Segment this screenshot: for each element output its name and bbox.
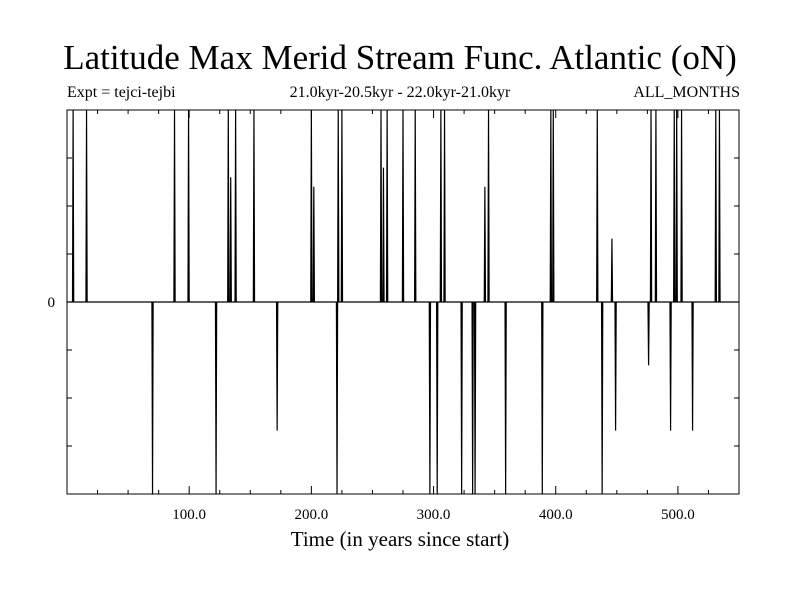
x-tick-label: 100.0 [172, 507, 206, 523]
axis-tick-labels: 100.0 200.0 300.0 400.0 500.0 0 [48, 295, 695, 523]
series-line [67, 109, 739, 495]
x-tick-label: 300.0 [417, 507, 451, 523]
x-tick-label: 400.0 [539, 507, 573, 523]
x-tick-label: 200.0 [294, 507, 328, 523]
chart-title: Latitude Max Merid Stream Func. Atlantic… [63, 38, 737, 77]
x-tick-label: 500.0 [661, 507, 695, 523]
y-tick-label: 0 [48, 295, 56, 311]
period-label: 21.0kyr-20.5kyr - 22.0kyr-21.0kyr [289, 84, 511, 101]
experiment-label: Expt = tejci-tejbi [67, 84, 176, 101]
months-label: ALL_MONTHS [633, 84, 740, 101]
x-axis-label: Time (in years since start) [290, 527, 510, 551]
